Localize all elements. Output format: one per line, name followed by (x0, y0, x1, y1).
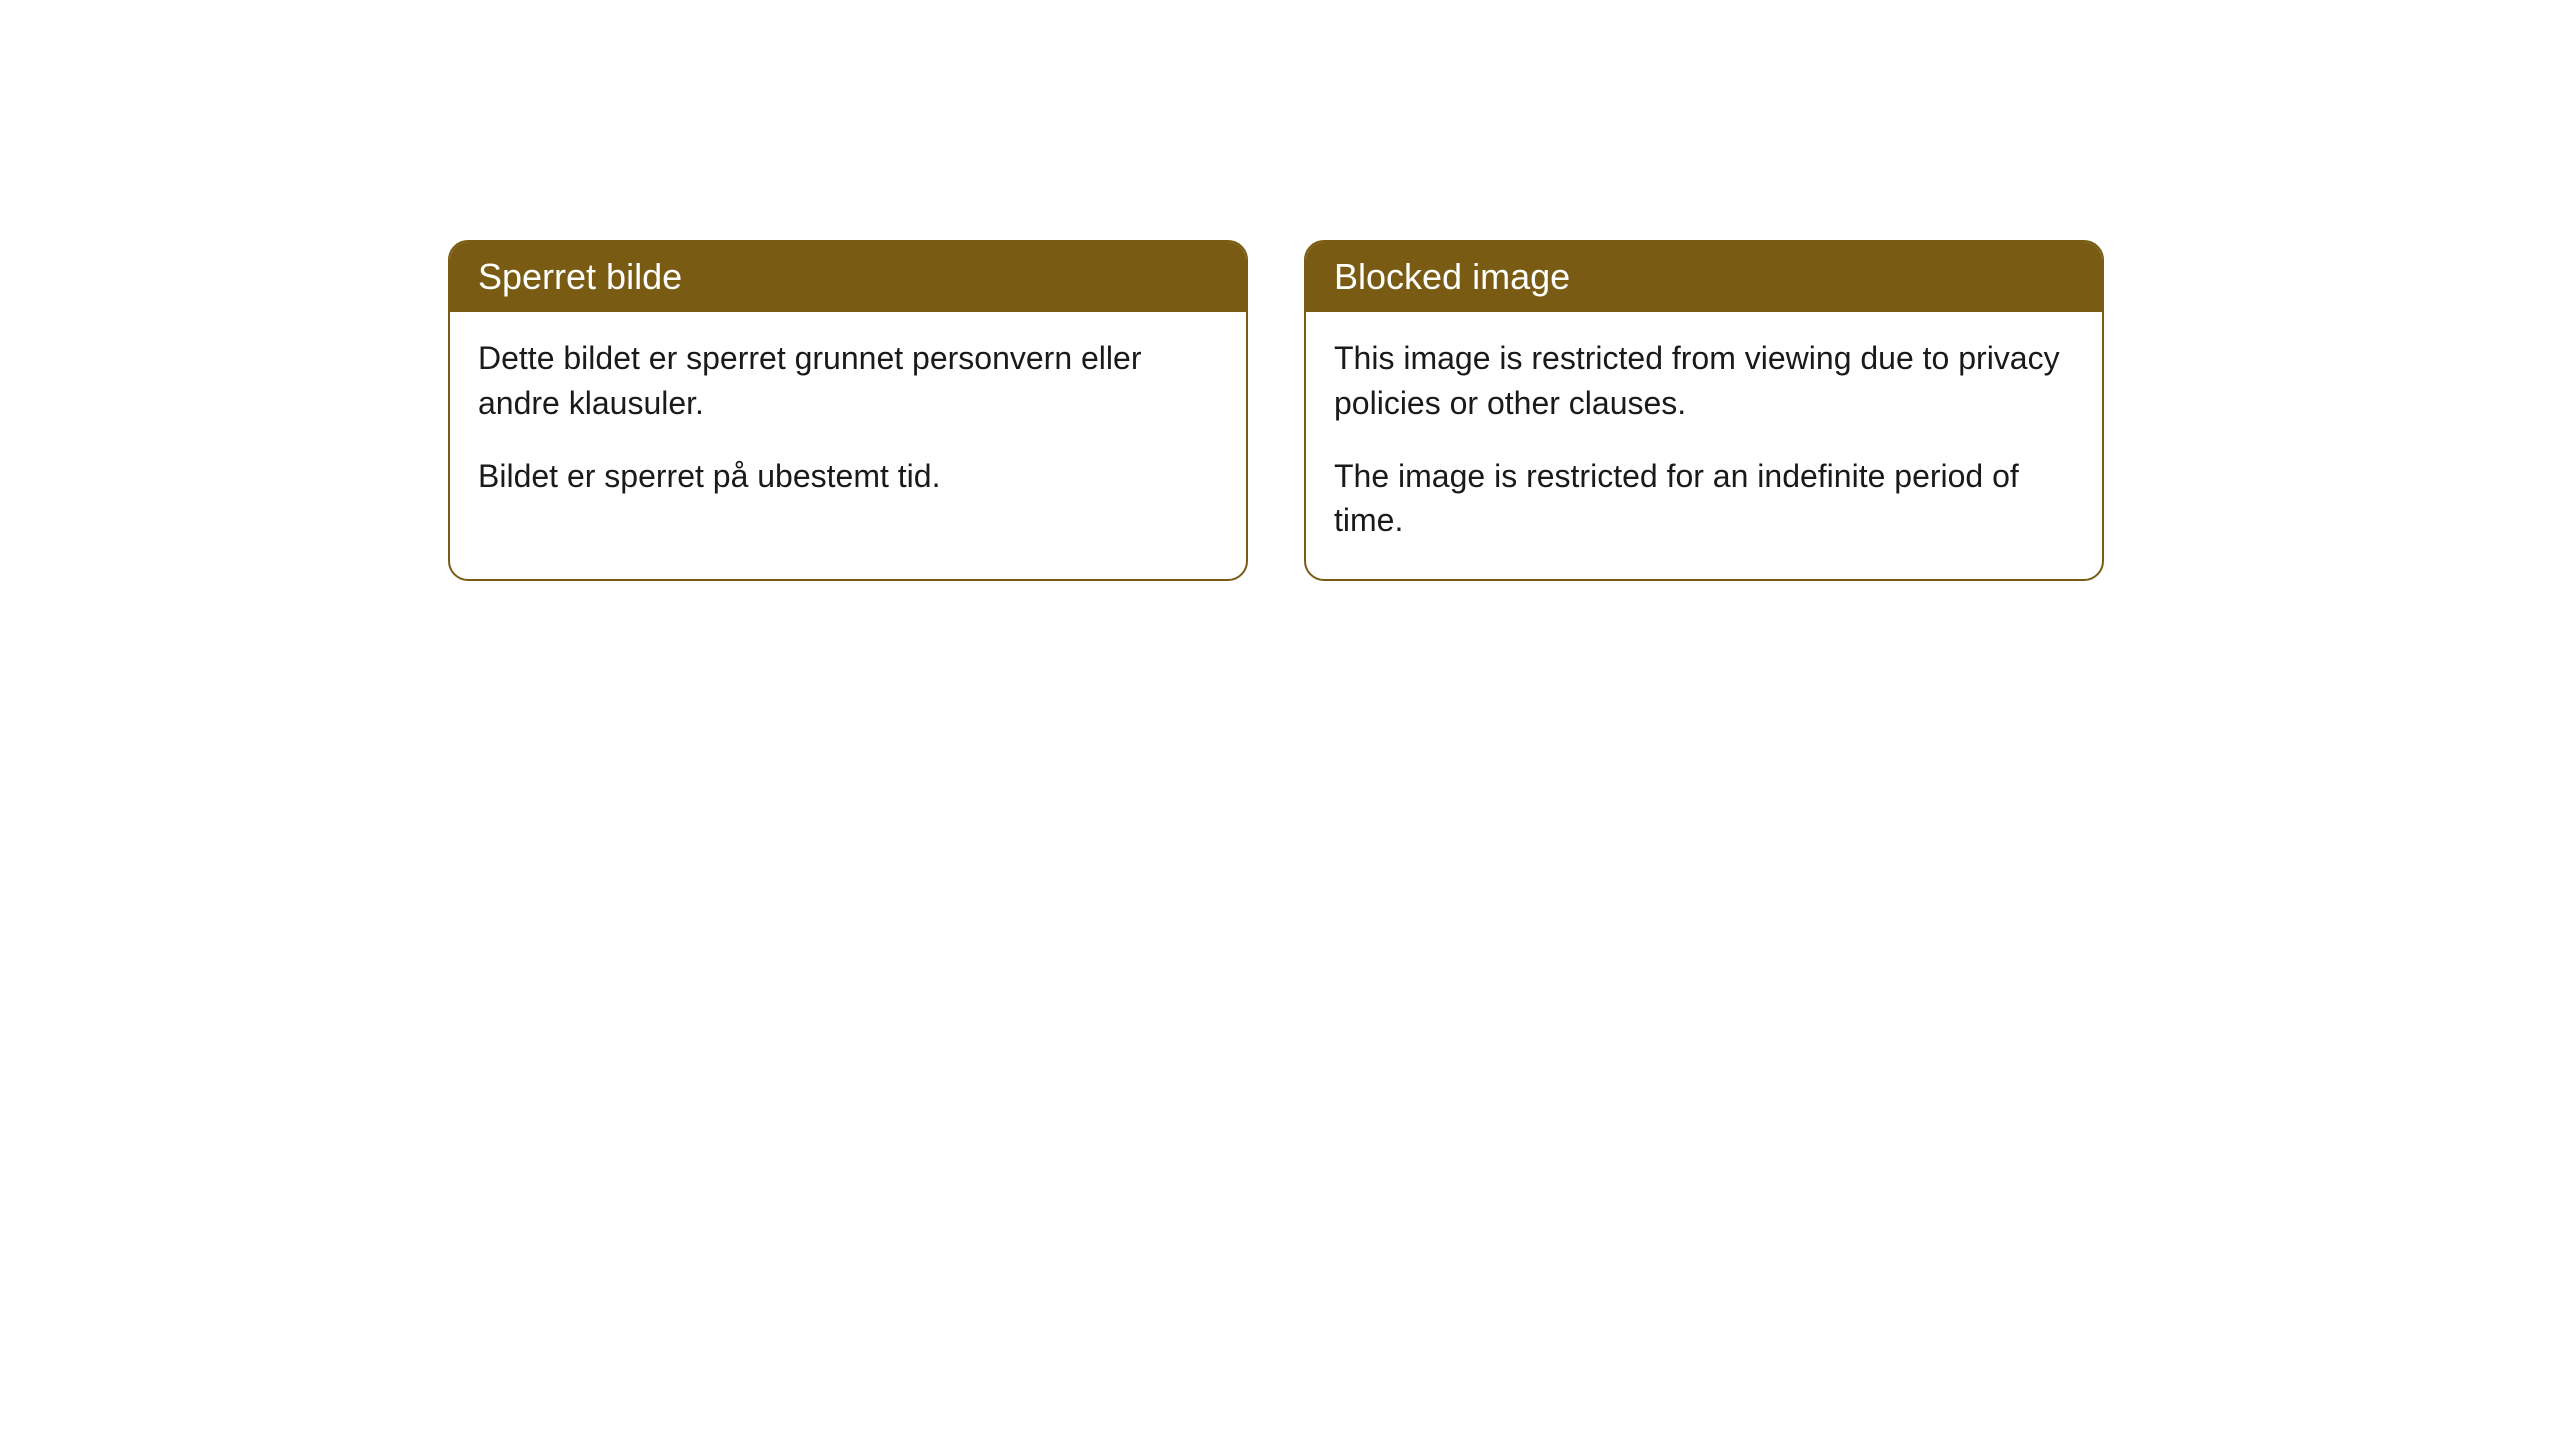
blocked-image-card-norwegian: Sperret bilde Dette bildet er sperret gr… (448, 240, 1248, 581)
card-paragraph-1: Dette bildet er sperret grunnet personve… (478, 336, 1218, 426)
card-paragraph-2: Bildet er sperret på ubestemt tid. (478, 454, 1218, 499)
card-body: Dette bildet er sperret grunnet personve… (450, 312, 1246, 534)
card-paragraph-2: The image is restricted for an indefinit… (1334, 454, 2074, 544)
blocked-image-card-english: Blocked image This image is restricted f… (1304, 240, 2104, 581)
card-paragraph-1: This image is restricted from viewing du… (1334, 336, 2074, 426)
card-body: This image is restricted from viewing du… (1306, 312, 2102, 579)
card-header: Sperret bilde (450, 242, 1246, 312)
cards-container: Sperret bilde Dette bildet er sperret gr… (0, 0, 2560, 581)
card-title: Blocked image (1334, 256, 1570, 297)
card-title: Sperret bilde (478, 256, 682, 297)
card-header: Blocked image (1306, 242, 2102, 312)
